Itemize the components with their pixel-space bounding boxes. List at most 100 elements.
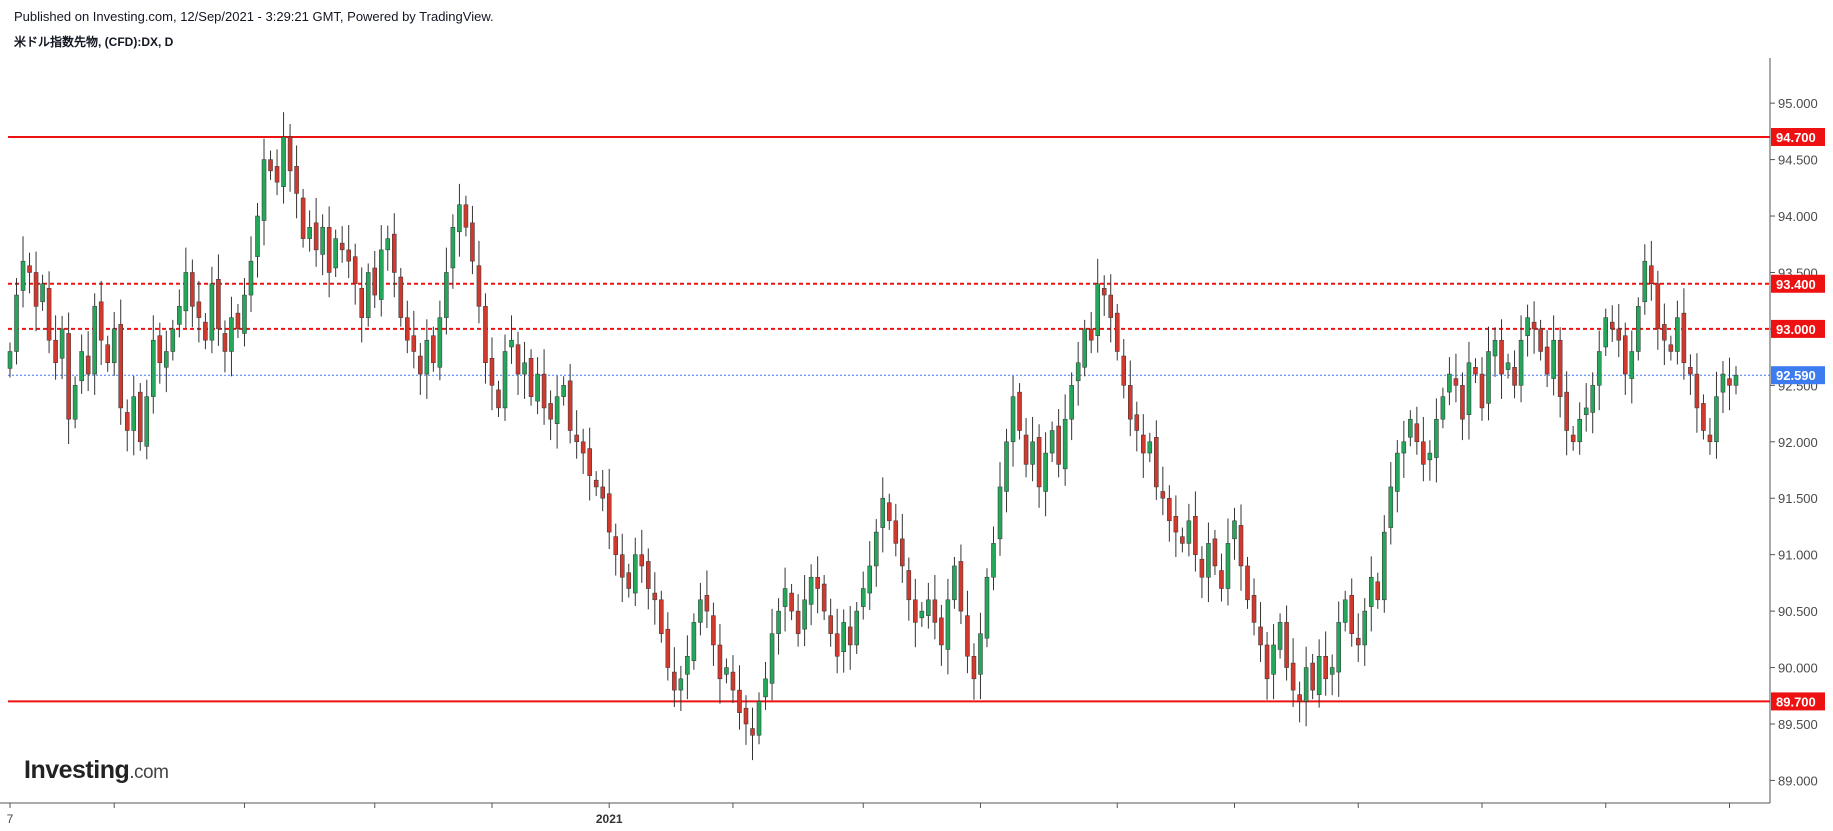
candle-body-down <box>1375 581 1381 601</box>
candle-body-up <box>1603 317 1609 348</box>
candle-body-down <box>1023 434 1029 465</box>
candle-body-up <box>1434 418 1439 458</box>
candle-body-up <box>1030 441 1035 465</box>
candle-body-down <box>887 502 892 522</box>
candle-body-down <box>1310 662 1315 691</box>
candle-body-down <box>405 317 410 341</box>
candle-body-up <box>255 215 260 257</box>
candle-body-down <box>730 671 736 691</box>
candle-body-up <box>997 486 1003 540</box>
candle-body-up <box>808 576 814 605</box>
candle-body-down <box>1668 344 1674 352</box>
candle-body-down <box>1564 391 1569 431</box>
candle-body-up <box>1401 441 1407 454</box>
instrument-title: 米ドル指数先物, (CFD):DX, D <box>14 35 174 49</box>
candle-body-down <box>46 288 52 341</box>
y-tick-label: 89.000 <box>1778 773 1818 788</box>
candle-body-down <box>1297 694 1302 702</box>
candle-body-down <box>900 538 905 567</box>
candle-body-down <box>847 626 853 646</box>
candle-body-down <box>483 306 488 364</box>
candle-body-up <box>1583 407 1589 415</box>
level-badge-label: 89.700 <box>1776 694 1816 709</box>
candle-body-up <box>1186 520 1192 544</box>
candle-body-down <box>958 561 964 612</box>
candle-body-down <box>1473 367 1478 375</box>
candle-body-down <box>1238 525 1244 567</box>
logo-suffix: .com <box>129 762 169 783</box>
candle-body-down <box>1538 328 1543 352</box>
candle-body-down <box>1623 335 1628 375</box>
candle-body-down <box>346 249 351 262</box>
y-tick-label: 95.000 <box>1778 96 1818 111</box>
candle-body-down <box>222 333 228 352</box>
candle-body-up <box>1636 306 1641 352</box>
candle-body-down <box>1193 516 1198 555</box>
candle-body-up <box>1518 339 1524 386</box>
candle-body-down <box>1323 656 1328 680</box>
investing-logo: Investing.com <box>24 756 169 785</box>
horizontal-levels <box>8 136 1770 703</box>
candle-body-down <box>971 656 977 680</box>
candle-body-up <box>1395 452 1400 492</box>
candle-body-down <box>1453 378 1459 386</box>
candle-body-up <box>1382 531 1387 601</box>
candle-body-down <box>574 434 579 443</box>
candle-body-up <box>59 328 65 359</box>
candle-body-up <box>170 328 176 352</box>
candle-body-up <box>554 396 560 424</box>
candle-body-down <box>717 644 723 680</box>
candle-body-down <box>932 599 938 623</box>
candle-body-up <box>1277 622 1283 650</box>
candle-body-down <box>1544 346 1550 375</box>
candle-body-up <box>1551 339 1556 379</box>
candle-body-down <box>1141 434 1146 454</box>
published-caption: Published on Investing.com, 12/Sep/2021 … <box>14 9 494 24</box>
candle-body-down <box>1701 403 1706 431</box>
candle-body-down <box>815 576 820 589</box>
candle-body-up <box>945 599 951 650</box>
y-tick-label: 94.000 <box>1778 209 1818 224</box>
level-badge <box>1771 692 1825 711</box>
candle-body-down <box>431 335 436 364</box>
candle-body-up <box>1049 430 1055 454</box>
candle-body-down <box>326 227 332 273</box>
candle-body-down <box>965 615 970 657</box>
candle-body-up <box>867 565 873 594</box>
candle-body-down <box>489 358 495 386</box>
candle-body-up <box>1206 543 1211 578</box>
candle-body-up <box>991 543 996 578</box>
candle-body-down <box>1414 423 1420 443</box>
y-tick-label: 92.000 <box>1778 435 1818 450</box>
candle-body-down <box>939 617 944 646</box>
candle-body-down <box>235 312 241 330</box>
candle-body-down <box>1355 637 1361 646</box>
candle-body-up <box>678 678 684 691</box>
candle-body-up <box>984 576 990 639</box>
candle-body-down <box>1512 367 1517 386</box>
candle-body-down <box>580 441 586 454</box>
candle-body-up <box>183 272 189 312</box>
logo-brand: Investing <box>24 756 130 784</box>
candle-body-up <box>307 227 312 239</box>
candle-body-down <box>1694 373 1700 409</box>
candle-body-down <box>157 335 163 364</box>
candle-body-down <box>1173 516 1179 533</box>
candle-body-up <box>802 599 807 630</box>
candle-body-up <box>7 351 13 369</box>
candle-body-up <box>724 667 729 675</box>
candle-body-up <box>1447 373 1452 393</box>
level-badge-label: 93.400 <box>1776 277 1816 292</box>
candle-body-down <box>659 599 664 634</box>
y-tick-label: 91.500 <box>1778 491 1818 506</box>
candle-body-down <box>1707 434 1713 443</box>
candle-body-down <box>828 615 833 634</box>
candle-body-up <box>40 283 45 303</box>
candle-body-up <box>860 588 866 607</box>
candle-body-down <box>1649 265 1654 285</box>
candle-body-down <box>1219 570 1224 589</box>
candle-body-up <box>1492 339 1498 357</box>
candle-body-up <box>1147 441 1153 454</box>
level-badge <box>1771 366 1825 385</box>
